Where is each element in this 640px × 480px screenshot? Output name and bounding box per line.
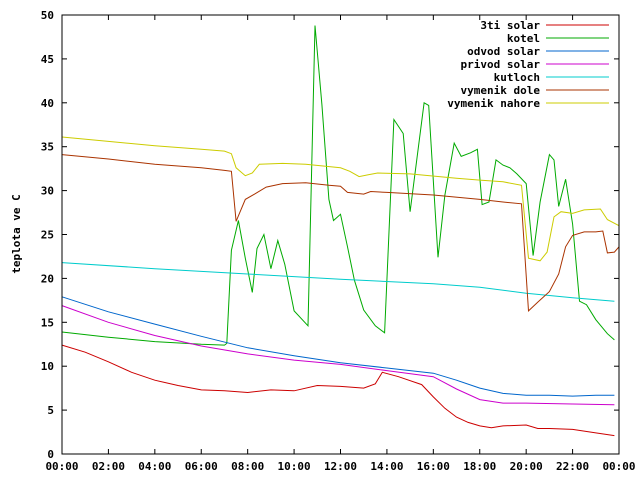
series-line-privod-solar bbox=[61, 305, 615, 406]
x-tick-labels: 00:00 02:00 04:00 06:00 08:00 10:00 12:00 14:00… bbox=[45, 460, 635, 473]
series-line-kotel bbox=[61, 25, 615, 346]
x-tick-label: 22:00 bbox=[556, 460, 589, 473]
series-line-3ti-solar bbox=[61, 344, 615, 437]
y-tick-label: 25 bbox=[41, 229, 54, 242]
y-tick-label: 30 bbox=[41, 185, 54, 198]
axis-ticks bbox=[61, 14, 620, 455]
x-tick-label: 02:00 bbox=[92, 460, 125, 473]
y-tick-label: 50 bbox=[41, 9, 54, 22]
series-lines bbox=[61, 25, 620, 437]
y-tick-label: 0 bbox=[47, 448, 54, 461]
y-tick-label: 5 bbox=[47, 404, 54, 417]
series-line-vymenik-nahore bbox=[61, 136, 620, 262]
y-tick-label: 45 bbox=[41, 53, 54, 66]
series-line-odvod-solar bbox=[61, 296, 615, 397]
legend-label: odvod solar bbox=[467, 45, 540, 58]
x-tick-label: 16:00 bbox=[417, 460, 450, 473]
x-tick-label: 00:00 bbox=[45, 460, 78, 473]
y-tick-label: 10 bbox=[41, 360, 54, 373]
legend-label: privod solar bbox=[461, 58, 541, 71]
y-tick-label: 20 bbox=[41, 272, 54, 285]
x-tick-label: 14:00 bbox=[370, 460, 403, 473]
x-tick-label: 20:00 bbox=[510, 460, 543, 473]
x-tick-label: 00:00 bbox=[602, 460, 635, 473]
legend-label: 3ti solar bbox=[480, 19, 540, 32]
x-tick-label: 18:00 bbox=[463, 460, 496, 473]
x-tick-label: 10:00 bbox=[278, 460, 311, 473]
x-tick-label: 12:00 bbox=[324, 460, 357, 473]
legend-label: vymenik nahore bbox=[447, 97, 540, 110]
series-line-vymenik-dole bbox=[61, 154, 620, 312]
y-tick-label: 35 bbox=[41, 141, 54, 154]
x-tick-label: 08:00 bbox=[231, 460, 264, 473]
legend-label: vymenik dole bbox=[461, 84, 541, 97]
y-axis-label: teplota ve C bbox=[10, 194, 23, 273]
y-tick-label: 15 bbox=[41, 316, 54, 329]
x-tick-label: 04:00 bbox=[138, 460, 171, 473]
legend-label: kutloch bbox=[494, 71, 540, 84]
y-tick-labels: 0 5 10 15 20 25 30 35 40 45 50 bbox=[41, 9, 54, 461]
series-line-kutloch bbox=[61, 262, 615, 302]
legend-label: kotel bbox=[507, 32, 540, 45]
y-tick-label: 40 bbox=[41, 97, 54, 110]
x-tick-label: 06:00 bbox=[185, 460, 218, 473]
